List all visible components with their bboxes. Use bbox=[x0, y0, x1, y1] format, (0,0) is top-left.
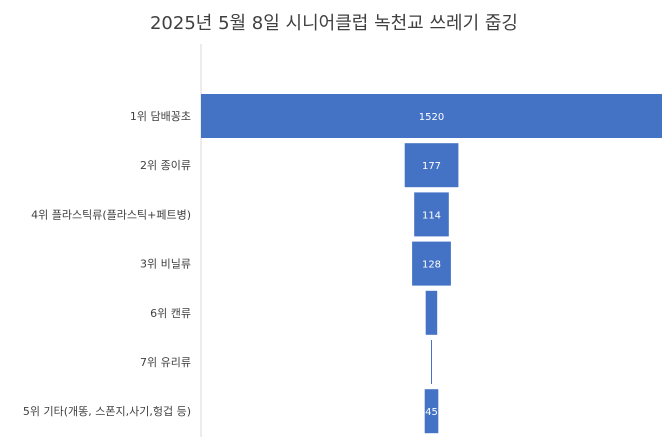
data-label-2: 114 bbox=[422, 210, 441, 221]
bar-4 bbox=[425, 290, 438, 335]
category-label-4: 6위 캔류 bbox=[150, 307, 191, 320]
bar-3 bbox=[412, 241, 451, 286]
category-label-3: 3위 비닐류 bbox=[140, 258, 191, 271]
category-label-1: 2위 종이류 bbox=[140, 159, 191, 172]
data-label-6: 45 bbox=[425, 407, 438, 418]
bar-0 bbox=[201, 94, 662, 138]
category-label-6: 5위 기타(개똥, 스폰지,사기,헝겁 등) bbox=[23, 405, 191, 418]
category-label-2: 4위 플라스틱류(플라스틱+페트병) bbox=[31, 208, 191, 221]
data-label-3: 128 bbox=[422, 260, 441, 271]
bar-5 bbox=[431, 340, 432, 384]
data-label-1: 177 bbox=[422, 161, 441, 172]
category-label-0: 1위 담배꽁초 bbox=[130, 110, 191, 123]
bar-6 bbox=[424, 389, 439, 434]
category-label-5: 7위 유리류 bbox=[140, 356, 191, 369]
bar-1 bbox=[404, 143, 459, 188]
chart-title: 2025년 5월 8일 시니어클럽 녹천교 쓰레기 줍깅 bbox=[149, 13, 518, 34]
bar-2 bbox=[414, 192, 449, 237]
data-label-0: 1520 bbox=[419, 112, 444, 123]
